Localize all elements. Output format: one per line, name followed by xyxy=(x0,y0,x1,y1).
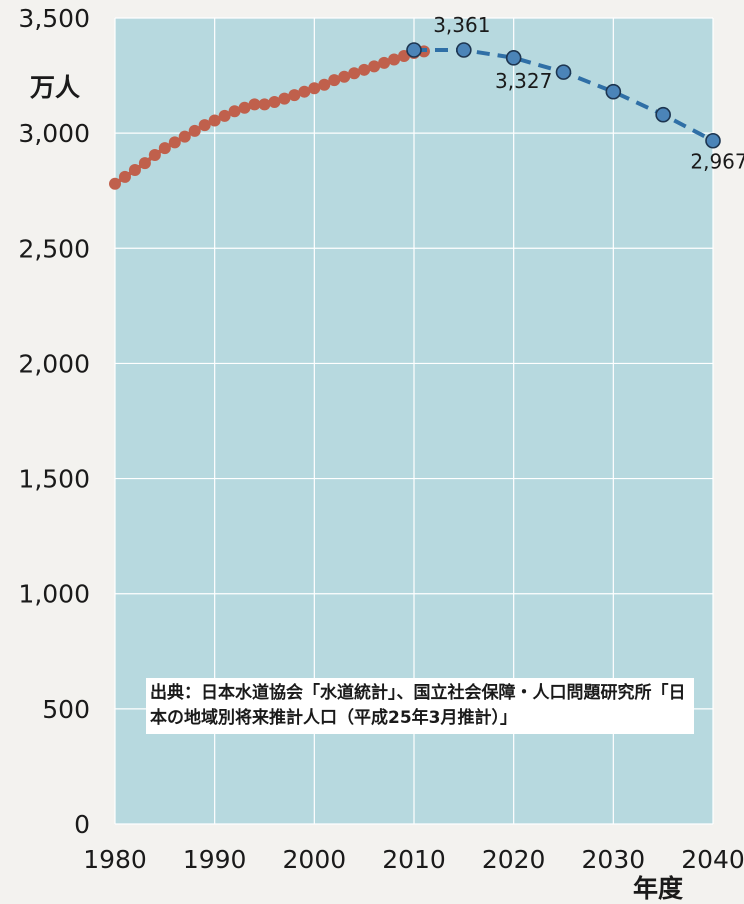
data-point-actual xyxy=(158,142,171,155)
y-tick-label: 0 xyxy=(74,810,90,839)
data-point-actual xyxy=(328,74,341,87)
data-point-actual xyxy=(218,109,231,122)
data-point-projection xyxy=(705,132,721,149)
data-point-actual xyxy=(128,163,141,176)
x-tick-label: 1990 xyxy=(183,845,247,874)
data-point-actual xyxy=(388,53,401,66)
data-point-actual xyxy=(358,63,371,76)
data-point-actual xyxy=(168,136,181,149)
data-point-projection xyxy=(655,106,671,123)
data-point-actual xyxy=(258,98,271,111)
source-note: 出典：日本水道協会「水道統計」、国立社会保障・人口問題研究所「日本の地域別将来推… xyxy=(146,678,694,734)
data-point-projection xyxy=(456,42,472,58)
x-tick-label: 2020 xyxy=(482,845,546,874)
data-point-projection xyxy=(605,83,622,100)
data-point-actual xyxy=(148,149,161,162)
data-point-actual xyxy=(368,60,381,73)
data-point-actual xyxy=(268,96,281,109)
data-point-actual xyxy=(198,119,211,132)
data-point-actual xyxy=(238,101,251,114)
data-label: 2,967 xyxy=(690,150,744,174)
x-tick-label: 1980 xyxy=(83,845,147,874)
y-tick-label: 1,000 xyxy=(18,580,90,609)
data-point-actual xyxy=(228,105,241,118)
data-point-actual xyxy=(248,98,261,111)
y-tick-label: 3,500 xyxy=(18,4,90,33)
data-point-actual xyxy=(109,177,121,190)
y-axis-unit: 万人 xyxy=(30,73,80,102)
data-point-actual xyxy=(208,114,221,127)
x-tick-label: 2010 xyxy=(382,845,446,874)
data-point-actual xyxy=(348,67,361,80)
y-tick-label: 500 xyxy=(42,695,90,724)
axis-layer: 1980 1990 2000 2010 2020 2030 2040 0 500 1,000 1,5… xyxy=(18,4,744,874)
data-point-actual xyxy=(338,70,351,83)
series-layer: 3,361 3,327 2,967 xyxy=(109,13,744,190)
data-point-actual xyxy=(118,170,131,183)
data-point-actual xyxy=(138,157,151,170)
x-tick-label: 2040 xyxy=(681,845,744,874)
data-point-actual xyxy=(288,89,301,102)
data-point-actual xyxy=(278,92,291,105)
data-point-actual xyxy=(318,78,331,91)
y-tick-label: 1,500 xyxy=(18,465,90,494)
x-tick-label: 2000 xyxy=(283,845,347,874)
data-point-projection xyxy=(555,64,572,80)
y-tick-label: 3,000 xyxy=(18,119,90,148)
data-label: 3,327 xyxy=(495,69,552,93)
data-point-projection xyxy=(406,42,422,58)
data-point-projection xyxy=(505,50,522,66)
data-point-actual xyxy=(298,85,311,98)
data-point-actual xyxy=(308,82,321,95)
data-label: 3,361 xyxy=(433,13,490,37)
x-axis-unit: 年度 xyxy=(633,874,683,903)
data-point-actual xyxy=(188,124,201,137)
x-tick-label: 2030 xyxy=(582,845,646,874)
y-tick-label: 2,000 xyxy=(18,349,90,378)
data-point-actual xyxy=(378,56,391,69)
data-point-actual xyxy=(178,130,191,143)
y-tick-label: 2,500 xyxy=(18,234,90,263)
